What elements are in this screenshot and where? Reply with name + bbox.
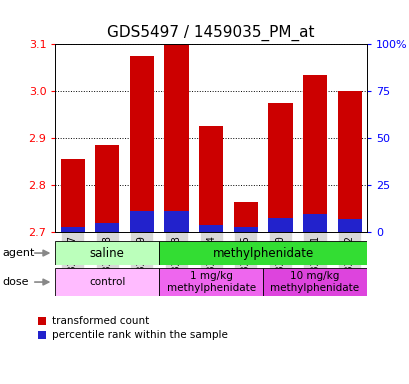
Text: 1 mg/kg
methylphenidate: 1 mg/kg methylphenidate	[166, 271, 255, 293]
Bar	[95, 145, 119, 232]
Title: GDS5497 / 1459035_PM_at: GDS5497 / 1459035_PM_at	[107, 25, 314, 41]
Bar	[263, 268, 366, 296]
Bar	[130, 56, 154, 232]
Text: saline: saline	[90, 247, 124, 260]
Bar	[198, 225, 223, 232]
Bar	[302, 214, 326, 232]
Bar	[61, 159, 85, 232]
Text: dose: dose	[2, 277, 29, 287]
Bar	[267, 103, 292, 232]
Text: methylphenidate: methylphenidate	[212, 247, 313, 260]
Bar	[267, 218, 292, 232]
Bar	[233, 202, 257, 232]
Bar	[130, 211, 154, 232]
Bar	[55, 268, 159, 296]
Bar	[159, 268, 263, 296]
Bar	[159, 241, 366, 265]
Bar	[337, 91, 361, 232]
Bar	[55, 241, 159, 265]
Text: 10 mg/kg
methylphenidate: 10 mg/kg methylphenidate	[270, 271, 359, 293]
Bar	[302, 75, 326, 232]
Bar	[198, 126, 223, 232]
Bar	[337, 219, 361, 232]
Text: agent: agent	[2, 248, 34, 258]
Bar	[61, 227, 85, 232]
Bar	[164, 44, 188, 232]
Text: control: control	[89, 277, 125, 287]
Bar	[164, 211, 188, 232]
Legend: transformed count, percentile rank within the sample: transformed count, percentile rank withi…	[38, 316, 227, 340]
Bar	[95, 223, 119, 232]
Bar	[233, 227, 257, 232]
